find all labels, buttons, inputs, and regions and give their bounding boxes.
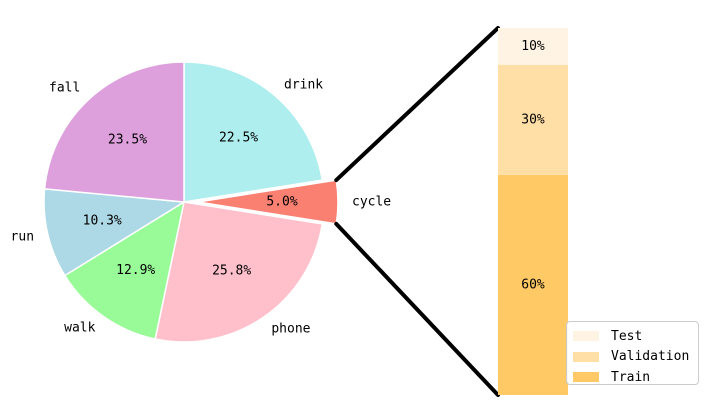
pie-category-label-phone: phone xyxy=(271,321,310,336)
pie-category-label-cycle: cycle xyxy=(352,195,391,210)
legend-label-validation: Validation xyxy=(611,349,690,365)
legend-item-train: Train xyxy=(573,367,698,388)
pie-slice-walk xyxy=(63,200,186,340)
connector-lines xyxy=(334,26,500,397)
pie-category-label-run: run xyxy=(11,230,34,245)
pie-category-label-fall: fall xyxy=(49,81,80,96)
pie-slice-run xyxy=(43,188,187,277)
bar-segment-test xyxy=(498,28,568,65)
pie-slice-phone xyxy=(154,201,324,343)
legend-label-test: Test xyxy=(611,328,643,344)
pie-value-label-phone: 25.8% xyxy=(212,264,251,279)
pie-chart: 22.5% drink 5.0% cycle 25.8% phone 12.9% walk 10… xyxy=(11,61,391,343)
bar-value-label-test: 10% xyxy=(521,39,545,54)
legend-swatch-test xyxy=(573,331,599,342)
legend-label-train: Train xyxy=(611,369,651,385)
connector-line-top xyxy=(334,26,500,183)
pie-category-label-drink: drink xyxy=(284,77,323,92)
legend-item-validation: Validation xyxy=(573,347,698,368)
pie-slice-fall xyxy=(43,61,185,203)
bar-value-label-validation: 30% xyxy=(521,112,545,127)
stacked-bar-chart: 60% 30% 10% xyxy=(498,28,568,395)
pie-value-label-fall: 23.5% xyxy=(108,132,147,147)
bar-segment-train xyxy=(498,174,568,395)
bar-value-label-train: 60% xyxy=(521,277,545,292)
bar-segment-validation xyxy=(498,64,568,175)
pie-value-label-walk: 12.9% xyxy=(116,263,155,278)
pie-value-label-run: 10.3% xyxy=(83,214,122,229)
bar-legend: Test Validation Train xyxy=(566,321,699,385)
pie-value-label-drink: 22.5% xyxy=(219,131,258,146)
pie-category-label-walk: walk xyxy=(64,320,95,335)
pie-slice-drink xyxy=(183,61,324,203)
pie-value-label-cycle: 5.0% xyxy=(266,195,297,210)
legend-swatch-train xyxy=(573,372,599,383)
connector-line-bottom xyxy=(334,221,500,397)
legend-item-test: Test xyxy=(573,326,698,347)
legend-swatch-validation xyxy=(573,351,599,362)
